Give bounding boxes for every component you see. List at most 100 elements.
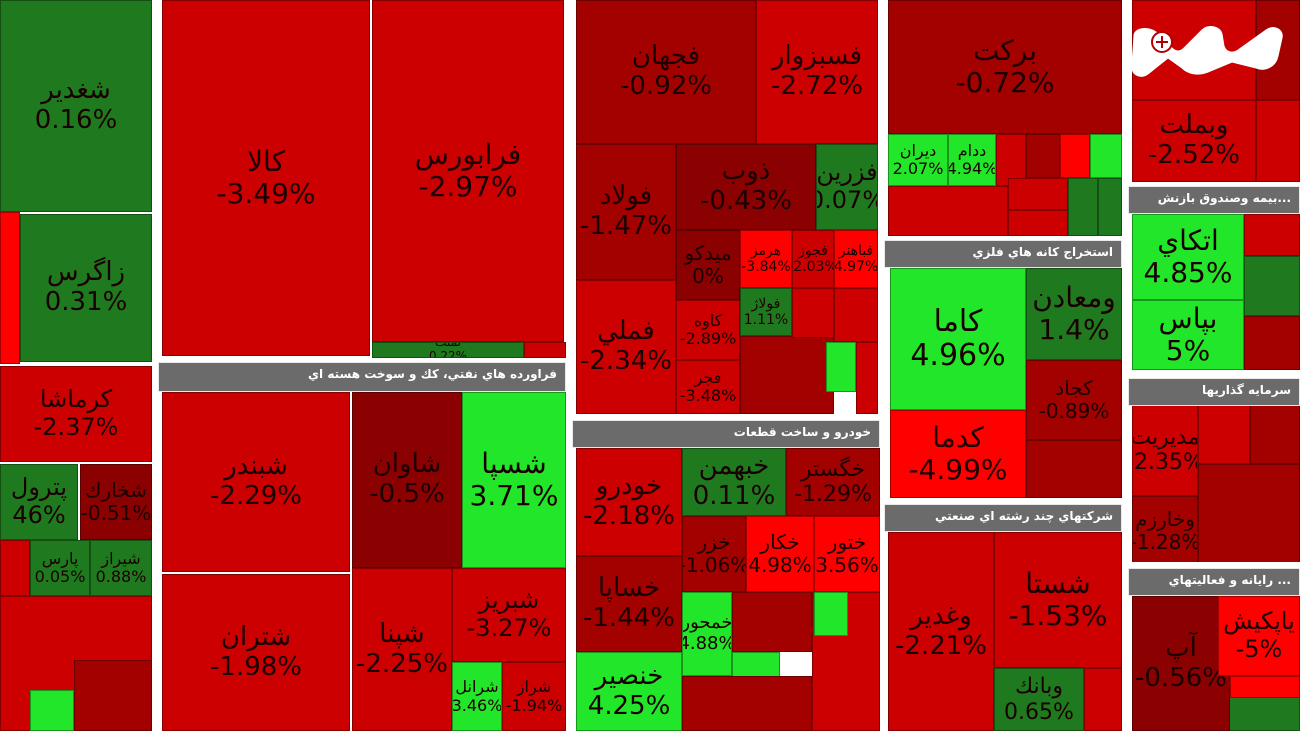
tile-symbol: كاوه (693, 310, 723, 330)
tile-change: -1.44% (583, 603, 675, 633)
treemap-tile[interactable]: كاوه -2.89% (676, 300, 740, 360)
tile-change: -2.89% (679, 329, 737, 348)
tile-change: 0.22% (428, 349, 468, 358)
sector-header[interactable]: خودرو و ساخت قطعات (572, 420, 880, 448)
treemap-tile[interactable]: شپنا -2.25% (352, 568, 452, 731)
treemap-tile[interactable]: فجر -3.48% (676, 360, 740, 414)
treemap-tile[interactable]: وبملت -2.52% (1132, 100, 1256, 182)
tile-symbol: شيراز (101, 548, 141, 568)
treemap-tile[interactable]: شسپا 3.71% (462, 392, 566, 568)
treemap-tile[interactable]: زاگرس 0.31% (20, 214, 152, 362)
treemap-tile[interactable]: فولاژ 1.11% (740, 288, 792, 336)
tile-change: 0.07% (817, 186, 877, 214)
tile-change: -0.56% (1135, 662, 1227, 693)
treemap-tile[interactable]: شغدير 0.16% (0, 0, 152, 212)
treemap-tile[interactable]: خساپا -1.44% (576, 556, 682, 652)
sector-divider (880, 0, 888, 731)
treemap-tile[interactable]: ختور 3.56% (814, 516, 880, 592)
brand-logo (1128, 22, 1288, 92)
treemap-tile[interactable]: خزر -1.06% (682, 516, 746, 592)
treemap-tile[interactable]: ميدكو 0% (676, 230, 740, 300)
treemap-tile[interactable]: خگستر -1.29% (786, 448, 880, 516)
treemap-tile[interactable]: كالا -3.49% (162, 0, 370, 356)
treemap-tile[interactable]: تملت 0.22% (372, 342, 524, 358)
tile-symbol: شراز (516, 677, 552, 697)
tile-symbol: اتكاي (1157, 223, 1219, 257)
treemap-tile[interactable]: شبريز -3.27% (452, 568, 566, 662)
treemap-tile[interactable]: فباهنر 4.97% (834, 230, 878, 288)
treemap-tile[interactable]: ذوب -0.43% (676, 144, 816, 230)
treemap-tile[interactable]: بركت -0.72% (888, 0, 1122, 134)
treemap-minor-tile (1250, 404, 1300, 464)
tile-symbol: هرمز (750, 242, 782, 259)
treemap-tile[interactable]: كجاد -0.89% (1026, 360, 1122, 440)
treemap-tile[interactable]: خمحور4.88% (682, 592, 732, 676)
treemap-minor-tile (1026, 440, 1122, 498)
treemap-tile[interactable]: ددام 4.94% (948, 134, 996, 186)
tile-change: -1.29% (794, 482, 872, 507)
treemap-tile[interactable]: كدما -4.99% (890, 410, 1026, 498)
treemap-tile[interactable]: هرمز -3.84% (740, 230, 792, 288)
treemap-tile[interactable]: ديران 2.07% (888, 134, 948, 186)
treemap-tile[interactable]: پترول 46% (0, 464, 78, 540)
treemap-tile[interactable]: شراز -1.94% (502, 662, 566, 731)
sector-divider (1128, 182, 1300, 186)
treemap-tile[interactable]: پارس 0.05% (30, 540, 90, 596)
treemap-tile[interactable]: اتكاي 4.85% (1132, 214, 1244, 300)
treemap-tile[interactable]: ومعادن 1.4% (1026, 268, 1122, 360)
treemap-tile[interactable]: شبندر -2.29% (162, 392, 350, 572)
treemap-tile[interactable]: شخارك -0.51% (80, 464, 152, 540)
tile-change: 3.46% (452, 695, 502, 715)
sector-divider (158, 358, 566, 362)
treemap-tile[interactable]: فجوز-2.03% (792, 230, 834, 288)
treemap-tile[interactable]: آپ -0.56% (1132, 596, 1230, 731)
treemap-tile[interactable]: شاوان -0.5% (352, 392, 462, 568)
sector-header[interactable]: شركتهاي چند رشته اي صنعتي (884, 504, 1122, 532)
treemap-tile[interactable]: خودرو -2.18% (576, 448, 682, 556)
treemap-tile[interactable]: شيراز 0.88% (90, 540, 152, 596)
treemap-minor-tile (1230, 676, 1300, 698)
treemap-tile[interactable]: وغدير -2.21% (888, 532, 994, 731)
tile-change: 1.4% (1038, 313, 1110, 346)
treemap-tile[interactable]: فزرين0.07% (816, 144, 878, 230)
treemap-minor-tile (1084, 668, 1122, 731)
treemap-tile[interactable]: خكار 4.98% (746, 516, 814, 592)
treemap-tile[interactable]: خنصير 4.25% (576, 652, 682, 731)
treemap-tile[interactable]: فرابورس -2.97% (372, 0, 564, 342)
tile-symbol: شبريز (478, 586, 540, 615)
tile-change: -1.47% (580, 211, 672, 241)
treemap-tile[interactable]: فسبزوار -2.72% (756, 0, 878, 144)
treemap-tile[interactable]: خبهمن 0.11% (682, 448, 786, 516)
tile-symbol: كالا (247, 144, 285, 178)
treemap-tile[interactable]: شتران -1.98% (162, 574, 350, 731)
tile-symbol: خبهمن (698, 451, 770, 482)
sector-header[interactable]: ...بيمه وصندوق بازنش (1128, 186, 1300, 214)
treemap-tile[interactable]: كرماشا -2.37% (0, 366, 152, 462)
treemap-tile[interactable]: شرانل 3.46% (452, 662, 502, 731)
tile-change: 4.94% (948, 159, 996, 178)
tile-symbol: فولاد (599, 181, 653, 212)
tile-symbol: كدما (932, 420, 984, 454)
sector-header[interactable]: استخراج كانه هاي فلزي (884, 240, 1122, 268)
treemap-minor-tile (1026, 134, 1060, 178)
treemap-tile[interactable]: مديريت-2.35% (1132, 404, 1198, 496)
treemap-tile[interactable]: كاما 4.96% (890, 268, 1026, 410)
treemap-tile[interactable]: فجهان -0.92% (576, 0, 756, 144)
treemap-tile[interactable]: ياپكيش -5% (1218, 596, 1300, 676)
tile-symbol: بركت (972, 33, 1038, 67)
tile-change: -0.43% (700, 186, 792, 216)
sector-header[interactable]: ... رايانه و فعاليتهاي (1128, 568, 1300, 596)
treemap-tile[interactable]: وبانك 0.65% (994, 668, 1084, 731)
sector-header[interactable]: فراورده هاي نفتي، كك و سوخت هسته اي (158, 362, 566, 392)
treemap-tile[interactable]: بپاس 5% (1132, 300, 1244, 370)
tile-change: -1.28% (1132, 530, 1198, 554)
treemap-tile[interactable]: وخارزم -1.28% (1132, 496, 1198, 566)
treemap-tile[interactable]: فملي -2.34% (576, 280, 676, 414)
tile-symbol: ومعادن (1032, 280, 1116, 314)
treemap-tile[interactable]: فولاد -1.47% (576, 144, 676, 280)
tile-change: -3.27% (466, 614, 552, 642)
treemap-tile[interactable]: شستا -1.53% (994, 532, 1122, 668)
tile-symbol: بپاس (1158, 301, 1218, 335)
treemap-minor-tile (996, 134, 1026, 186)
sector-header[interactable]: سرمايه گذاريها (1128, 378, 1300, 406)
